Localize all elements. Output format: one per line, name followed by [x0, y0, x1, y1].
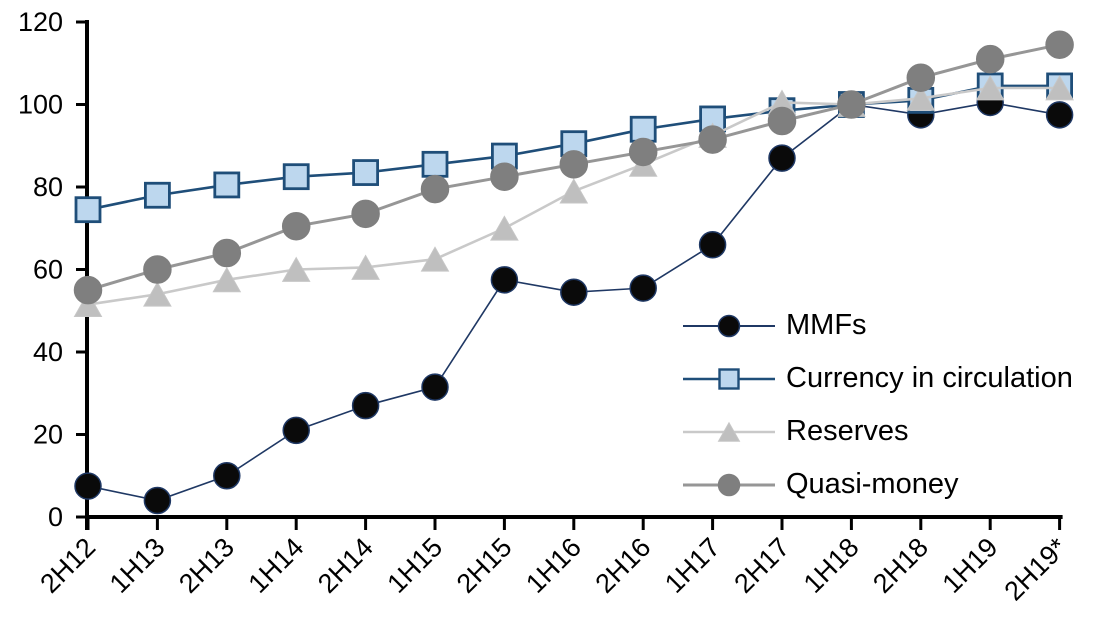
y-tick-label: 120 [18, 7, 63, 37]
y-tick-label: 0 [48, 502, 63, 532]
legend-item-quasi-money: Quasi-money [681, 458, 1073, 511]
marker-circle [282, 416, 310, 445]
x-tick-label: 1H17 [659, 532, 726, 599]
marker-circle [698, 125, 727, 154]
marker-circle [906, 63, 936, 92]
x-tick-label: 1H19 [937, 532, 1004, 599]
marker-square [421, 150, 449, 178]
marker-circle [1045, 30, 1074, 59]
legend-label-currency-in-circulation: Currency in circulation [786, 362, 1073, 394]
x-tick-label: 2H19* [999, 532, 1074, 607]
legend-item-currency-in-circulation: Currency in circulation [681, 352, 1073, 405]
marker-circle [420, 174, 450, 204]
marker-circle [837, 90, 866, 119]
marker-triangle [559, 178, 589, 204]
marker-triangle [143, 281, 172, 307]
legend-marker-quasi-money [683, 473, 775, 496]
marker-circle [975, 44, 1005, 74]
marker-square [490, 142, 518, 170]
marker-triangle [212, 266, 242, 293]
marker-circle [213, 462, 241, 490]
marker-circle [559, 150, 589, 179]
marker-circle [490, 162, 519, 191]
marker-triangle [490, 215, 519, 241]
x-tick-label: 1H16 [520, 532, 587, 599]
x-tick-label: 2H16 [590, 532, 657, 599]
marker-triangle [281, 256, 311, 282]
y-tick-label: 80 [33, 172, 63, 202]
legend-label-mmfs: MMFs [786, 309, 867, 341]
marker-triangle [975, 75, 1005, 101]
marker-square [352, 159, 380, 186]
x-tick-label: 1H18 [798, 532, 865, 599]
marker-triangle [906, 85, 936, 111]
marker-circle [698, 231, 727, 259]
marker-circle [629, 274, 657, 302]
marker-circle [351, 199, 380, 229]
legend-marker-currency-in-circulation [683, 367, 775, 390]
x-tick-label: 1H13 [104, 532, 171, 599]
y-tick-label: 100 [18, 90, 63, 120]
x-tick-label: 2H14 [312, 532, 379, 599]
marker-square [718, 367, 740, 390]
marker-square [629, 115, 657, 143]
series-quasi-money [73, 30, 1074, 305]
legend-marker-mmfs [683, 314, 775, 337]
marker-circle [768, 144, 796, 172]
legend-label-reserves: Reserves [786, 415, 909, 447]
x-tick-label: 2H17 [728, 532, 795, 599]
marker-triangle [73, 291, 103, 317]
legend-label-quasi-money: Quasi-money [786, 468, 959, 500]
x-tick-label: 2H12 [34, 532, 101, 599]
marker-triangle [717, 421, 741, 442]
marker-triangle [1045, 75, 1074, 101]
y-tick-label: 20 [33, 420, 63, 450]
marker-square [213, 171, 241, 199]
marker-circle [717, 314, 741, 337]
marker-square [282, 163, 310, 191]
marker-square [74, 196, 102, 224]
marker-circle [1045, 101, 1074, 129]
marker-circle [628, 137, 658, 167]
marker-circle [351, 391, 380, 420]
x-tick-label: 2H13 [173, 532, 240, 599]
legend-item-reserves: Reserves [681, 405, 1073, 458]
x-tick-label: 1H14 [243, 532, 310, 599]
marker-circle [143, 486, 172, 515]
y-tick-label: 60 [33, 255, 63, 285]
marker-circle [212, 238, 242, 268]
marker-triangle [351, 254, 380, 280]
x-tick-label: 2H18 [867, 532, 934, 599]
legend-marker-reserves [683, 421, 775, 442]
chart-legend: MMFs Currency in circulation Reserves Quasi… [681, 299, 1073, 511]
x-tick-label: 2H15 [451, 532, 518, 599]
y-tick-label: 40 [33, 337, 63, 367]
marker-circle [717, 473, 741, 496]
marker-circle [281, 211, 311, 241]
marker-circle [490, 266, 519, 294]
marker-square [143, 181, 171, 209]
marker-circle [74, 472, 102, 500]
marker-circle [143, 255, 172, 284]
legend-item-mmfs: MMFs [681, 299, 1073, 352]
marker-circle [73, 275, 103, 305]
x-tick-label: 1H15 [381, 532, 448, 599]
marker-circle [560, 278, 588, 306]
marker-triangle [420, 246, 450, 272]
marker-circle [421, 373, 449, 401]
marker-circle [767, 106, 797, 136]
